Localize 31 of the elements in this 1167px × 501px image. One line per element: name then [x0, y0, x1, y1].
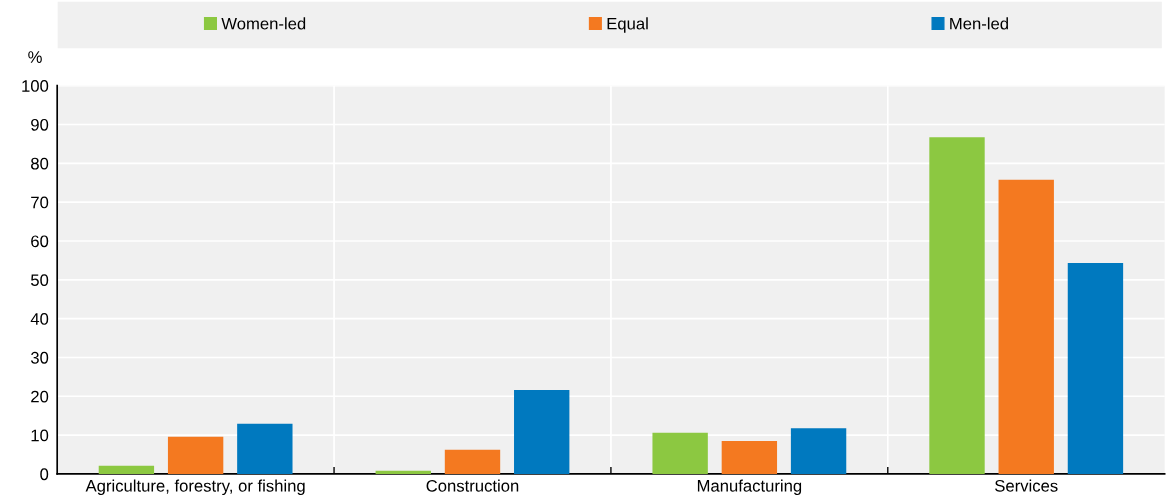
- legend-label: Men-led: [950, 17, 1008, 30]
- y-tick-label: 10: [31, 429, 49, 442]
- y-tick-label: 20: [31, 390, 49, 403]
- bar: [167, 436, 224, 474]
- y-tick-label: 60: [31, 235, 49, 248]
- y-tick-label: 0: [40, 468, 49, 481]
- bar: [790, 428, 847, 474]
- x-tick-label: Manufacturing: [697, 479, 802, 496]
- y-tick-label: 30: [30, 351, 49, 364]
- y-axis-title: %: [28, 51, 42, 63]
- y-tick-label: 70: [31, 196, 49, 209]
- y-tick-label: 100: [22, 80, 49, 92]
- bar: [98, 465, 155, 474]
- bar: [929, 137, 985, 474]
- x-tick-label: Agriculture, forestry, or fishing: [85, 479, 305, 496]
- bar: [652, 432, 708, 474]
- legend-label: Women-led: [221, 17, 306, 30]
- legend-label: Equal: [607, 17, 648, 33]
- bar: [444, 449, 501, 474]
- bar: [1067, 263, 1124, 474]
- y-tick-label: 90: [31, 118, 49, 131]
- bar: [514, 390, 570, 474]
- x-tick-label: Services: [995, 479, 1058, 492]
- x-tick-label: Construction: [426, 479, 519, 492]
- bar: [721, 440, 778, 474]
- y-tick-label: 50: [30, 274, 49, 287]
- bar: [237, 423, 293, 474]
- y-tick-label: 80: [31, 157, 49, 170]
- y-tick-label: 40: [30, 313, 49, 325]
- bar: [375, 470, 431, 474]
- bar: [998, 179, 1054, 474]
